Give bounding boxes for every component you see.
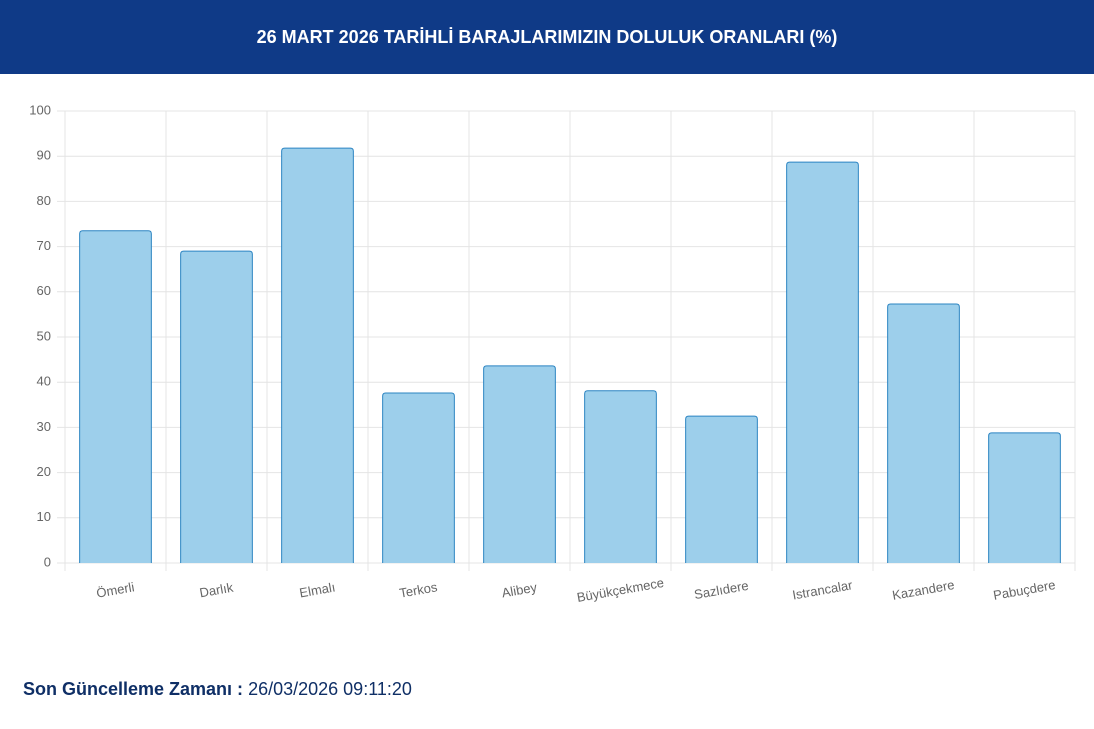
y-tick-label: 10	[37, 509, 51, 524]
bar	[584, 390, 657, 563]
footer-label: Son Güncelleme Zamanı :	[23, 679, 244, 699]
x-tick-label: Pabuçdere	[992, 577, 1057, 603]
footer: Son Güncelleme Zamanı : 26/03/2026 09:11…	[23, 679, 412, 700]
x-tick-label: Ömerli	[95, 579, 135, 600]
chart: 0 10 20 30 40 50 60 70 80 90 100 Ömerli Darlık Elmalı…	[29, 102, 1076, 605]
x-tick-label: Sazlıdere	[693, 578, 750, 602]
bar	[281, 147, 354, 563]
x-tick-label: Büyükçekmece	[576, 575, 665, 605]
chart-title: 26 MART 2026 TARİHLİ BARAJLARIMIZIN DOLU…	[0, 0, 1094, 74]
x-tick-label: Terkos	[398, 579, 439, 601]
x-tick-label: Elmalı	[298, 579, 336, 600]
bar	[685, 415, 758, 563]
bar	[887, 303, 960, 563]
x-tick-label: Darlık	[198, 580, 235, 601]
footer-value: 26/03/2026 09:11:20	[248, 679, 412, 699]
x-tick-label: Istrancalar	[791, 577, 854, 602]
bar	[79, 230, 152, 563]
y-tick-label: 50	[37, 328, 51, 343]
bar	[382, 392, 455, 563]
bar	[483, 365, 556, 563]
bar	[988, 432, 1061, 563]
y-tick-label: 30	[37, 419, 51, 434]
y-tick-label: 0	[44, 554, 51, 569]
bar	[180, 250, 253, 563]
y-tick-label: 20	[37, 464, 51, 479]
y-tick-label: 90	[37, 148, 51, 163]
x-tick-label: Alibey	[501, 579, 539, 600]
y-tick-label: 60	[37, 283, 51, 298]
y-tick-label: 40	[37, 374, 51, 389]
y-tick-label: 80	[37, 193, 51, 208]
y-tick-label: 100	[29, 102, 51, 117]
y-tick-label: 70	[37, 238, 51, 253]
bar	[786, 161, 859, 563]
x-tick-label: Kazandere	[891, 577, 956, 603]
